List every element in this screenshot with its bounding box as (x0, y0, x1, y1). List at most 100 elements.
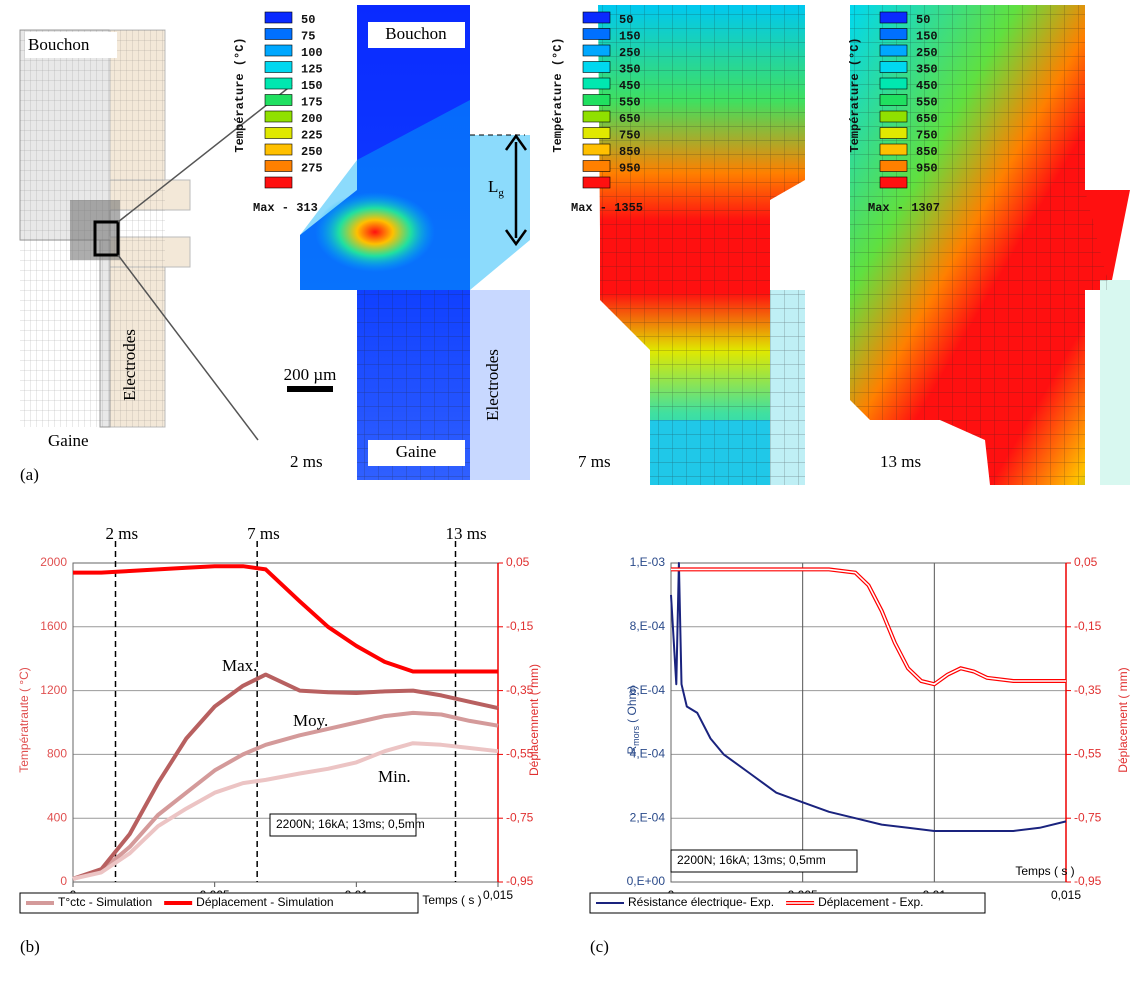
y2-tick-label: -0,75 (1074, 810, 1102, 824)
legend-swatch (264, 28, 293, 40)
legend-value: 650 (619, 112, 641, 126)
series-line (72, 741, 499, 881)
series-line (670, 562, 1067, 832)
x-axis-title: Temps ( s ) (422, 893, 481, 907)
label: Gaine (48, 431, 89, 450)
legend-max: Max - 1355 (571, 201, 643, 215)
legend-swatch (264, 110, 293, 123)
curve-label: Max. (222, 656, 257, 675)
legend-swatch (582, 44, 611, 57)
legend-value: 950 (619, 162, 641, 176)
y2-tick-label: -0,95 (506, 874, 534, 888)
y2-tick-label: -0,55 (506, 747, 534, 761)
snapshot-13ms (850, 5, 1130, 485)
legend-value: 450 (619, 79, 641, 93)
time-marker-label: 13 ms (446, 524, 487, 543)
panel-label: (c) (590, 937, 609, 956)
y-tick-label: 1600 (40, 619, 67, 633)
time-marker-label: 7 ms (247, 524, 280, 543)
snapshot-7ms (598, 5, 805, 485)
series-line (73, 564, 498, 674)
note: 2200N; 16kA; 13ms; 0,5mm (276, 817, 425, 831)
y-tick-label: 4,E-04 (630, 747, 666, 761)
y2-tick-label: -0,35 (506, 683, 534, 697)
legend-label: Déplacement - Exp. (818, 895, 923, 909)
legend-value: 750 (619, 129, 641, 143)
series-line (72, 710, 499, 881)
time-label: 2 ms (290, 452, 323, 471)
legend-value: 450 (916, 79, 938, 93)
legend-swatch (582, 94, 611, 106)
legend-swatch (264, 77, 293, 90)
y-tick-label: 2,E-04 (630, 810, 666, 824)
legend-value: 850 (916, 145, 938, 159)
panel-label: (a) (20, 465, 39, 484)
legend-swatch (879, 110, 908, 123)
x-tick-label: 0,015 (483, 888, 513, 902)
legend-value: 150 (916, 30, 938, 44)
legend-swatch (264, 11, 293, 24)
legend-swatch (582, 77, 611, 90)
legend-value: 275 (301, 162, 323, 176)
legend-swatch (582, 176, 611, 189)
legend-swatch (879, 143, 908, 156)
label: Electrodes (120, 329, 139, 401)
scale-label: 200 µm (284, 365, 337, 384)
y-tick-label: 1,E-03 (630, 555, 666, 569)
legend-swatch (879, 176, 908, 189)
legend-value: 175 (301, 96, 323, 110)
series-line-inner (671, 568, 1066, 686)
curve-label: Min. (378, 767, 411, 786)
legend-title: Température (°C) (848, 37, 862, 152)
legend-swatch (879, 28, 908, 40)
legend-swatch (264, 61, 293, 73)
legend-swatch (582, 127, 611, 139)
y-tick-label: 1200 (40, 683, 67, 697)
legend-value: 350 (916, 63, 938, 77)
y2-tick-label: 0,05 (506, 555, 530, 569)
y2-axis-title: Déplacement ( mm) (1116, 667, 1130, 772)
chart-lines: 0 400 800 1200 1600 2000 -0,95 -0,75 -0,55 -0,35 -… (17, 524, 1130, 956)
note: 2200N; 16kA; 13ms; 0,5mm (677, 853, 826, 867)
legend-swatch (879, 127, 908, 139)
time-label: 13 ms (880, 452, 921, 471)
legend-value: 50 (301, 13, 315, 27)
y2-tick-label: -0,15 (1074, 619, 1102, 633)
legend-swatch (582, 61, 611, 73)
y-axis-title: Températraute ( °C) (17, 667, 31, 773)
label: Lg (488, 177, 504, 199)
legend-title: Température (°C) (551, 37, 565, 152)
gap-sub: g (498, 187, 504, 199)
legend-swatch (264, 143, 293, 156)
legend-value: 200 (301, 112, 323, 126)
gap-label: L (488, 177, 498, 196)
legend-box (19, 892, 419, 914)
legend-value: 125 (301, 63, 323, 77)
y2-tick-label: -0,95 (1074, 874, 1102, 888)
legend-value: 550 (916, 96, 938, 110)
legend-swatch (264, 160, 293, 172)
legend-swatch (582, 160, 611, 172)
y-tick-label: 6,E-04 (630, 683, 666, 697)
legend-value: 950 (916, 162, 938, 176)
legend-title: Température (°C) (233, 37, 247, 152)
schematic (19, 29, 293, 441)
legend-label: T°ctc - Simulation (58, 895, 152, 909)
y-tick-label: 0,E+00 (627, 874, 666, 888)
y2-tick-label: -0,75 (506, 810, 534, 824)
legend-max: Max - 1307 (868, 201, 940, 215)
y-axis-title: Rmors ( Ohm) (625, 685, 641, 754)
label: Bouchon (385, 24, 447, 43)
x-tick-label: 0,015 (1051, 888, 1081, 902)
legend-value: 150 (301, 79, 323, 93)
legend-value: 250 (619, 46, 641, 60)
legend-value: 150 (619, 30, 641, 44)
legend-swatch (264, 44, 293, 57)
legend-max: Max - 313 (253, 201, 318, 215)
label: Electrodes (483, 349, 502, 421)
y-tick-label: 400 (47, 810, 67, 824)
legend-swatch (264, 94, 293, 106)
legend-swatch (879, 77, 908, 90)
